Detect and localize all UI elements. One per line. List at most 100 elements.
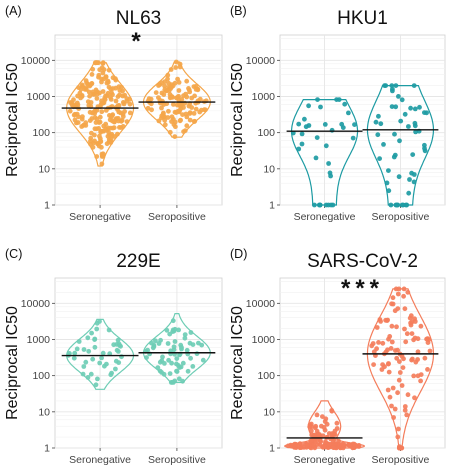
y-tick-label: 10 [38, 163, 50, 175]
data-point [74, 346, 80, 352]
y-tick-label: 1 [44, 443, 50, 455]
data-point [87, 93, 92, 99]
data-point [170, 94, 176, 100]
data-point [381, 142, 386, 147]
data-point [392, 406, 398, 412]
data-point [113, 358, 119, 364]
data-point [85, 99, 91, 105]
data-point [177, 365, 182, 370]
data-point [387, 394, 393, 400]
data-point [398, 118, 404, 124]
data-point [405, 289, 411, 295]
data-point [386, 168, 391, 174]
data-point [314, 412, 320, 418]
data-point [83, 120, 89, 126]
data-point [113, 366, 118, 372]
data-point [104, 141, 110, 147]
data-point [397, 370, 403, 375]
data-point [427, 348, 433, 354]
data-point [159, 80, 165, 86]
data-point [90, 66, 96, 72]
data-point [371, 362, 376, 367]
data-point [165, 72, 171, 78]
data-point [380, 340, 386, 346]
data-point [182, 128, 188, 134]
data-point [177, 118, 183, 124]
data-point [401, 293, 406, 299]
data-point [299, 141, 305, 147]
y-tick-label: 10 [263, 406, 275, 418]
data-point [164, 88, 170, 93]
data-point [94, 320, 100, 326]
data-point [172, 109, 178, 115]
x-tick-label: Seropositive [148, 454, 206, 466]
data-point [394, 202, 399, 208]
data-point [75, 120, 81, 125]
data-point [390, 385, 396, 391]
data-point [377, 156, 382, 162]
data-point [425, 367, 430, 372]
data-point [373, 119, 379, 125]
data-point [98, 139, 104, 145]
data-point [356, 443, 362, 448]
data-point [302, 116, 307, 122]
data-point [384, 180, 390, 186]
data-point [83, 78, 89, 83]
data-point [322, 122, 328, 127]
data-point [320, 414, 325, 419]
data-point [309, 437, 315, 443]
y-tick-label: 1000 [252, 91, 276, 103]
data-point [167, 129, 173, 135]
data-point [92, 138, 97, 144]
data-point [313, 423, 319, 429]
data-point [176, 327, 182, 333]
data-point [315, 432, 321, 437]
data-point [392, 308, 398, 314]
y-axis-label: Reciprocal IC50 [4, 63, 21, 177]
data-point [411, 172, 417, 177]
data-point [157, 359, 163, 365]
data-point [188, 330, 194, 335]
data-point [318, 439, 324, 445]
data-point [411, 179, 417, 185]
data-point [87, 118, 93, 123]
data-point [192, 118, 198, 124]
data-point [172, 339, 178, 344]
data-point [115, 337, 121, 343]
data-point [173, 65, 179, 70]
data-point [402, 407, 408, 413]
data-point [78, 86, 84, 92]
data-point [89, 330, 94, 336]
data-point [145, 347, 151, 353]
panel-label: (C) [5, 247, 22, 261]
data-point [379, 367, 385, 372]
data-point [182, 332, 188, 337]
data-point [397, 359, 402, 364]
data-point [390, 88, 395, 94]
data-point [412, 106, 418, 112]
data-point [94, 96, 100, 101]
data-point [108, 114, 114, 120]
data-point [85, 375, 91, 380]
data-point [388, 202, 394, 208]
data-point [174, 369, 180, 374]
data-point [422, 110, 427, 115]
panel-label: (D) [230, 247, 247, 261]
data-point [165, 341, 171, 346]
data-point [83, 359, 89, 365]
data-point [346, 110, 351, 116]
data-point [388, 346, 394, 351]
data-point [418, 378, 423, 384]
data-point [329, 408, 335, 413]
data-point [374, 325, 380, 330]
data-point [92, 337, 97, 342]
data-point [395, 434, 401, 440]
data-point [183, 91, 189, 97]
y-tick-label: 10000 [246, 55, 275, 67]
data-point [375, 132, 381, 138]
data-point [89, 130, 94, 136]
data-point [124, 119, 130, 124]
data-point [395, 347, 400, 353]
data-point [326, 202, 331, 208]
data-point [392, 131, 397, 137]
